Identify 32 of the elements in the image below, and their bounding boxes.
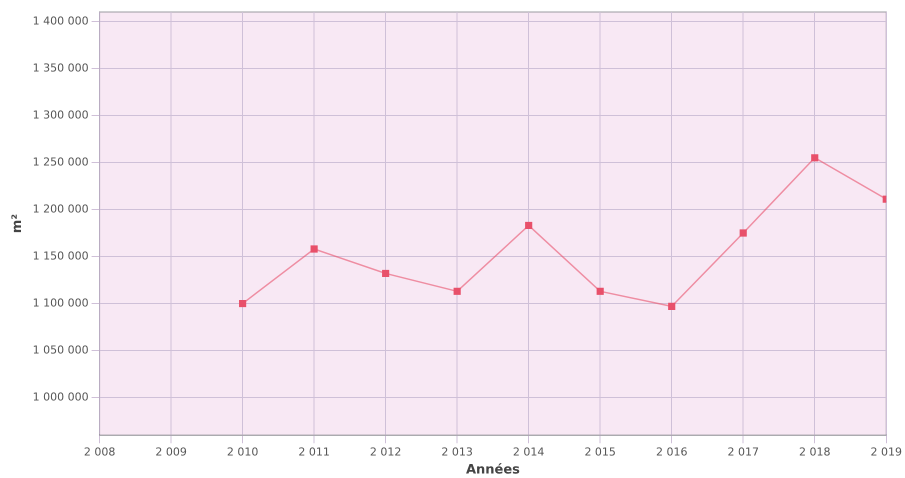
point xyxy=(454,288,461,295)
x-axis-title: Années xyxy=(466,462,520,478)
x-tick-label: 2 014 xyxy=(512,446,544,459)
x-tick-label: 2 019 xyxy=(870,446,902,459)
x-tick-label: 2 013 xyxy=(441,446,473,459)
x-tick-label: 2 010 xyxy=(226,446,258,459)
x-tick-label: 2 016 xyxy=(656,446,688,459)
x-tick-label: 2 017 xyxy=(727,446,759,459)
y-tick-label: 1 300 000 xyxy=(32,108,89,122)
point xyxy=(740,229,747,237)
point xyxy=(239,300,246,308)
y-tick-label: 1 400 000 xyxy=(32,14,89,28)
y-tick-label: 1 200 000 xyxy=(32,202,89,216)
point xyxy=(310,245,318,253)
point xyxy=(668,302,676,310)
x-tick-label: 2 008 xyxy=(84,446,116,459)
point xyxy=(525,222,532,230)
y-tick-label: 1 100 000 xyxy=(32,296,89,310)
x-tick-label: 2 009 xyxy=(155,446,187,459)
point xyxy=(382,270,390,278)
y-tick-label: 1 250 000 xyxy=(32,155,89,168)
x-tick-label: 2 015 xyxy=(584,446,616,459)
y-tick-label: 1 350 000 xyxy=(32,61,89,74)
y-tick-label: 1 150 000 xyxy=(32,249,89,262)
x-tick-label: 2 011 xyxy=(298,446,330,459)
point xyxy=(596,288,604,295)
x-tick-label: 2 018 xyxy=(798,446,830,459)
y-tick-label: 1 000 000 xyxy=(32,390,89,404)
y-tick-label: 1 050 000 xyxy=(32,343,89,356)
x-tick-label: 2 012 xyxy=(370,446,402,459)
point xyxy=(811,154,818,162)
y-axis-title: m² xyxy=(10,214,26,234)
